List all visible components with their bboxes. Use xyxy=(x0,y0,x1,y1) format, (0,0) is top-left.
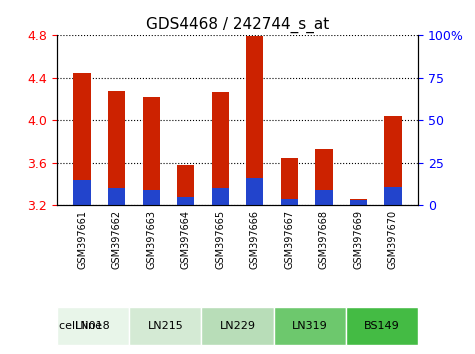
Text: cell line: cell line xyxy=(59,321,102,331)
FancyBboxPatch shape xyxy=(201,307,274,345)
Bar xyxy=(177,165,194,205)
Bar xyxy=(211,92,229,205)
FancyBboxPatch shape xyxy=(346,307,418,345)
Bar xyxy=(246,178,264,205)
Text: BS149: BS149 xyxy=(364,321,400,331)
FancyBboxPatch shape xyxy=(274,307,346,345)
Bar xyxy=(281,158,298,205)
Bar xyxy=(350,200,367,205)
Text: LN229: LN229 xyxy=(219,321,256,331)
Bar xyxy=(384,187,401,205)
Bar xyxy=(74,73,91,205)
Bar xyxy=(211,188,229,205)
Text: LN215: LN215 xyxy=(147,321,183,331)
Bar xyxy=(74,180,91,205)
Bar xyxy=(246,36,264,205)
Bar xyxy=(350,199,367,205)
FancyBboxPatch shape xyxy=(129,307,201,345)
Bar xyxy=(384,116,401,205)
Bar xyxy=(108,91,125,205)
Bar xyxy=(142,190,160,205)
Text: LN319: LN319 xyxy=(292,321,328,331)
Bar xyxy=(315,190,332,205)
Bar xyxy=(177,197,194,205)
Bar xyxy=(142,97,160,205)
Text: LN018: LN018 xyxy=(75,321,111,331)
Bar xyxy=(281,199,298,205)
Bar xyxy=(315,149,332,205)
FancyBboxPatch shape xyxy=(57,307,129,345)
Bar xyxy=(108,188,125,205)
Title: GDS4468 / 242744_s_at: GDS4468 / 242744_s_at xyxy=(146,16,329,33)
